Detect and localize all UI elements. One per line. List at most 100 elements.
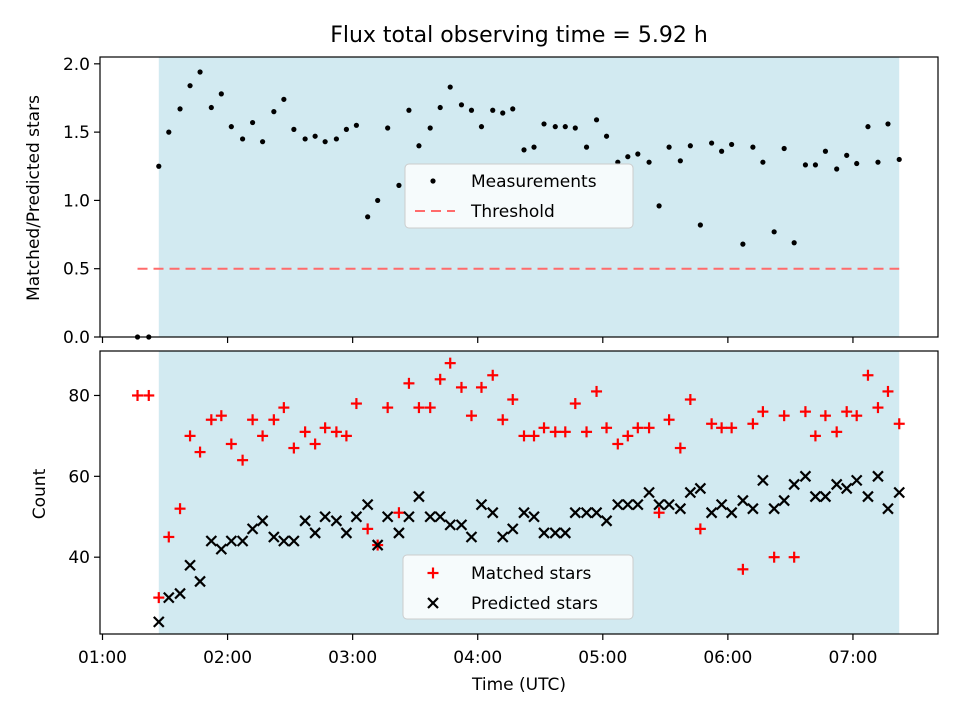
predicted-star-point [361, 498, 374, 511]
legend-matched-marker [427, 567, 439, 579]
measurement-point [271, 109, 277, 115]
measurement-point [302, 136, 308, 142]
matched-star-point [507, 394, 519, 406]
predicted-star-point [569, 506, 582, 519]
measurement-point [781, 145, 787, 152]
matched-star-point [455, 381, 467, 393]
top-x-ticks [101, 337, 854, 343]
measurement-point [437, 104, 443, 111]
top-legend: Measurements Threshold [404, 163, 634, 229]
matched-star-point [737, 563, 749, 575]
predicted-star-point [350, 510, 363, 523]
matched-star-point [382, 402, 394, 414]
predicted-star-point [850, 474, 863, 487]
predicted-star-point [403, 510, 415, 523]
predicted-star-point [465, 531, 478, 543]
measurement-point [603, 133, 610, 139]
top-y-tick-label: 0.5 [63, 260, 90, 280]
matched-star-point [444, 357, 456, 369]
predicted-star-point [319, 510, 331, 523]
matched-star-point [174, 503, 186, 515]
predicted-star-point [590, 506, 603, 519]
measurement-point [353, 122, 360, 128]
top-y-tick-label: 2.0 [63, 55, 90, 75]
measurement-point [490, 107, 496, 113]
predicted-star-point [643, 486, 655, 499]
predicted-star-point [788, 478, 800, 491]
bottom-y-ticks: 40 60 80 [68, 386, 100, 568]
bottom-y-tick-label: 60 [68, 467, 90, 487]
measurement-point [406, 107, 412, 113]
predicted-star-point [799, 470, 812, 483]
matched-star-point [653, 507, 665, 519]
matched-stars-points [132, 357, 905, 604]
top-y-tick-label: 1.5 [63, 123, 90, 143]
matched-star-point [882, 385, 894, 397]
matched-star-point [319, 422, 331, 434]
measurement-point [562, 124, 568, 130]
predicted-star-point [862, 490, 874, 503]
measurement-point [822, 148, 829, 154]
matched-star-point [194, 446, 206, 458]
measurement-point [802, 162, 809, 168]
predicted-star-point [559, 527, 572, 539]
measurement-point [552, 124, 558, 130]
measurement-point [740, 241, 746, 247]
matched-star-point [528, 430, 540, 442]
matched-star-point [757, 406, 769, 418]
predicted-star-point [893, 486, 906, 499]
predicted-star-point [225, 535, 238, 547]
predicted-star-point [622, 498, 634, 511]
matched-star-point [831, 426, 843, 438]
x-tick-label: 03:00 [328, 648, 377, 668]
measurement-point [635, 151, 641, 157]
predicted-star-point [747, 502, 759, 515]
measurement-point [729, 141, 735, 148]
matched-star-point [706, 418, 718, 430]
matched-star-point [538, 422, 550, 434]
measurement-point [259, 139, 266, 145]
measurement-point [666, 144, 672, 150]
matched-star-point [518, 430, 530, 442]
predicted-star-point [444, 519, 456, 531]
measurement-point [854, 160, 860, 167]
matched-star-point [612, 438, 624, 450]
matched-star-point [862, 369, 874, 381]
matched-star-point [569, 398, 581, 410]
bottom-legend: Matched stars Predicted stars [402, 554, 634, 620]
matched-star-point [184, 430, 196, 442]
predicted-star-point [288, 535, 300, 547]
matched-star-point [278, 402, 290, 414]
top-y-tick-label: 0.0 [63, 328, 90, 348]
matched-star-point [819, 410, 831, 422]
predicted-star-point [840, 482, 853, 495]
bottom-axes-frame [99, 350, 939, 635]
measurement-point [750, 144, 756, 150]
measurement-point [687, 143, 693, 149]
predicted-star-point [653, 498, 665, 511]
predicted-star-point [778, 494, 790, 507]
measurement-point [365, 214, 371, 220]
x-tick-label: 04:00 [453, 648, 502, 668]
predicted-star-point [705, 506, 718, 519]
predicted-star-point [882, 502, 894, 515]
matched-star-point [632, 422, 644, 434]
matched-star-point [559, 426, 571, 438]
measurement-point [510, 106, 516, 112]
predicted-star-point [256, 515, 269, 527]
measurement-point [646, 159, 652, 165]
measurement-point [771, 229, 777, 235]
measurement-point [416, 143, 422, 149]
measurement-point [865, 124, 871, 130]
measurement-point [249, 119, 256, 126]
matched-star-point [622, 430, 634, 442]
predicted-star-point [153, 616, 165, 628]
matched-star-point [788, 551, 800, 563]
predicted-star-point [236, 535, 249, 547]
predicted-star-point [538, 527, 550, 539]
predicted-star-point [528, 510, 540, 523]
measurement-point [875, 159, 881, 165]
measurement-point [156, 163, 162, 169]
measurement-point [697, 222, 703, 228]
